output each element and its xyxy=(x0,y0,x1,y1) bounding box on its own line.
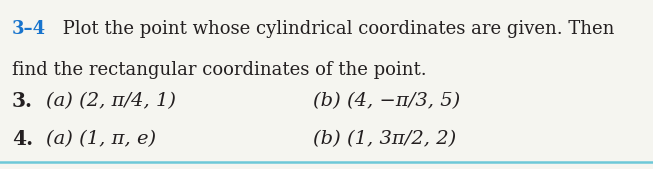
Text: Plot the point whose cylindrical coordinates are given. Then: Plot the point whose cylindrical coordin… xyxy=(57,20,615,38)
Text: (b) (1, 3π/2, 2): (b) (1, 3π/2, 2) xyxy=(313,130,456,148)
Text: find the rectangular coordinates of the point.: find the rectangular coordinates of the … xyxy=(12,61,426,79)
Text: (a) (2, π/4, 1): (a) (2, π/4, 1) xyxy=(46,92,176,110)
Text: 3.: 3. xyxy=(12,91,33,111)
Text: 4.: 4. xyxy=(12,129,33,149)
Text: (a) (1, π, e): (a) (1, π, e) xyxy=(46,130,156,148)
Text: 3–4: 3–4 xyxy=(12,20,46,38)
Text: (b) (4, −π/3, 5): (b) (4, −π/3, 5) xyxy=(313,92,460,110)
